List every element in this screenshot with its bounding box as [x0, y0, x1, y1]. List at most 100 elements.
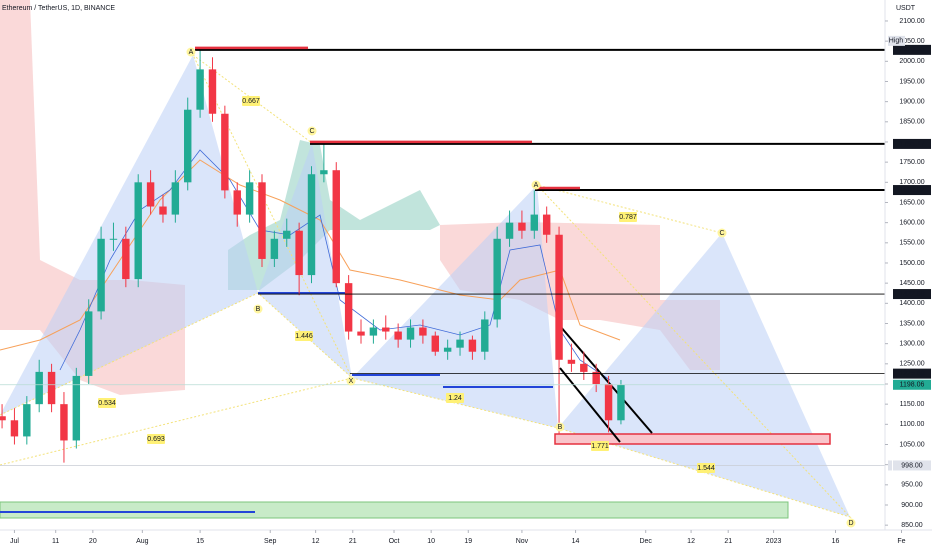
ratio-label: 1.24: [448, 395, 462, 402]
candle-body: [419, 327, 427, 336]
zone-red: [554, 433, 831, 445]
point-marker: [346, 376, 356, 386]
point-label: X: [349, 378, 354, 385]
point-marker: [186, 47, 196, 57]
y-tick-label: 1750.00: [899, 159, 924, 166]
x-tick-label: 14: [572, 538, 580, 545]
candle-body: [109, 238, 118, 240]
candle-body: [382, 327, 390, 332]
candle-body: [394, 331, 402, 340]
y-tick-label: 1400.00: [899, 300, 924, 307]
candle-body: [47, 371, 56, 405]
y-tick-label: 1700.00: [899, 179, 924, 186]
candle-body: [456, 339, 464, 348]
candle-body: [567, 359, 576, 364]
y-tick-label: 1050.00: [899, 441, 924, 448]
pattern-fill: [0, 55, 258, 415]
x-tick-label: Sep: [264, 538, 277, 545]
candle-body: [369, 327, 378, 336]
candle-body: [344, 283, 353, 332]
candle-body: [518, 222, 526, 231]
y-axis-label: USDT: [896, 5, 916, 12]
x-tick-label: 16: [832, 538, 840, 545]
candle-body: [35, 371, 43, 405]
candle-body: [221, 113, 229, 191]
ratio-label: 1.544: [697, 465, 715, 472]
y-tick-label: 1450.00: [899, 280, 924, 287]
candle-body: [10, 420, 19, 437]
candle-body: [295, 230, 303, 276]
candle-body: [443, 347, 452, 352]
candle-body: [0, 416, 6, 421]
candle-body: [530, 214, 539, 231]
price-tag: [893, 460, 931, 471]
candle-body: [332, 170, 340, 284]
candle-body: [505, 222, 514, 239]
ratio-label: 0.693: [147, 436, 165, 443]
marks: Low: [0, 46, 905, 471]
point-marker: [717, 228, 727, 238]
x-tick-label: Oct: [389, 538, 400, 545]
point-label: A: [534, 182, 539, 189]
chart-title: Ethereum / TetherUS, 1D, BINANCE: [2, 5, 115, 12]
channel-line: [559, 367, 621, 443]
ratio-label: 0.667: [242, 98, 260, 105]
candle-body: [481, 319, 489, 352]
price-tag-label: 1795.17: [899, 141, 924, 148]
y-tick-label: 2100.00: [899, 18, 924, 25]
x-tick-label: 2023: [766, 538, 782, 545]
price-tag-label: 1198.06: [900, 382, 925, 389]
candle-body: [592, 371, 600, 384]
y-tick-label: 1250.00: [899, 361, 924, 368]
y-tick-label: 1650.00: [899, 199, 924, 206]
tag-box: [888, 35, 905, 46]
candle-body: [233, 190, 241, 215]
y-tick-label: 1300.00: [899, 340, 924, 347]
candle-body: [431, 335, 439, 352]
y-tick-label: 950.00: [901, 482, 923, 489]
candle-body: [60, 404, 68, 441]
price-tag: [893, 368, 931, 379]
x-tick-label: Dec: [639, 538, 652, 545]
price-tag-label: 2028.35: [899, 47, 924, 54]
ratio-label: 0.787: [619, 214, 637, 221]
candle-body: [617, 384, 625, 421]
harmonic-patterns: [0, 54, 852, 519]
candle-body: [493, 238, 501, 320]
pattern-fill: [352, 185, 558, 428]
price-tag-label: 1225.68: [899, 370, 924, 377]
baseline: [0, 159, 621, 351]
ratio-box: [697, 463, 715, 473]
candle-body: [604, 383, 613, 421]
ratio-box: [591, 441, 609, 451]
ratio-box: [98, 398, 116, 408]
candle-body: [468, 339, 477, 352]
candle-body: [196, 69, 204, 110]
candle-body: [542, 214, 551, 235]
x-tick-label: 21: [349, 538, 357, 545]
y-tick-label: 1150.00: [900, 401, 925, 408]
point-label: B: [256, 306, 261, 313]
candle-body: [580, 363, 588, 372]
price-tag: [893, 289, 931, 300]
candle-body: [184, 109, 192, 183]
point-marker: [555, 422, 565, 432]
candle-body: [245, 182, 254, 215]
x-tick-label: 12: [312, 538, 320, 545]
candle-body: [171, 182, 180, 215]
pattern-fill: [258, 143, 352, 378]
x-tick-label: 12: [687, 538, 695, 545]
pattern-ratio-line: [351, 184, 852, 519]
candle-body: [84, 311, 93, 376]
x-tick-label: 10: [427, 538, 435, 545]
y-tick-label: 1850.00: [899, 119, 924, 126]
candle-body: [320, 170, 328, 175]
y-tick-label: 1900.00: [899, 98, 924, 105]
x-tick-label: Aug: [136, 538, 149, 545]
y-tick-label: 1350.00: [899, 320, 924, 327]
point-marker: [846, 518, 856, 528]
candle-body: [23, 404, 31, 437]
x-tick-label: Nov: [516, 538, 529, 545]
x-tick-label: 15: [196, 538, 204, 545]
